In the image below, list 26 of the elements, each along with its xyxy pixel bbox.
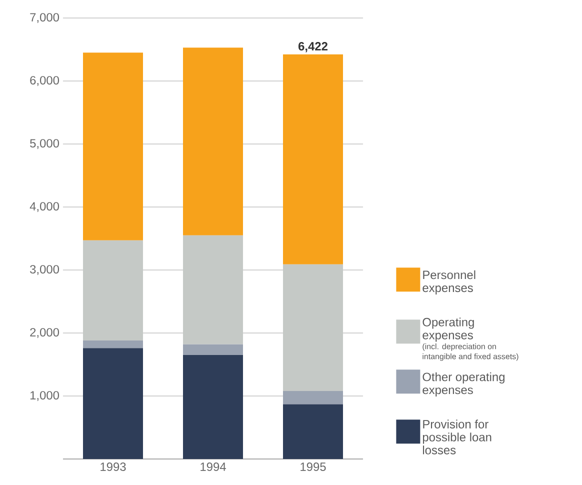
bar bbox=[283, 54, 343, 264]
bar bbox=[183, 344, 243, 356]
y-tick-label: 7,000 bbox=[30, 13, 60, 23]
y-tick-label: 3,000 bbox=[30, 265, 60, 275]
bar bbox=[283, 264, 343, 391]
bar bbox=[83, 340, 143, 348]
y-tick-label: 6,000 bbox=[30, 76, 60, 86]
bar bbox=[183, 235, 243, 344]
legend-label: Other operating expenses bbox=[422, 372, 504, 397]
y-tick-label: 4,000 bbox=[30, 202, 60, 212]
legend-label: Personnel expenses bbox=[422, 270, 476, 294]
y-tick-label: 5,000 bbox=[30, 139, 60, 149]
legend-label: Provision for possible loan losses bbox=[422, 420, 492, 454]
bar bbox=[183, 355, 243, 459]
x-tick-label: 1995 bbox=[300, 462, 326, 471]
x-tick-label: 1993 bbox=[100, 462, 126, 471]
total-label: 6,422 bbox=[298, 42, 328, 52]
y-tick-label: 1,000 bbox=[30, 391, 60, 401]
y-tick-label: 2,000 bbox=[30, 328, 60, 338]
x-tick-label: 1994 bbox=[200, 462, 226, 471]
bar bbox=[183, 48, 243, 236]
bar bbox=[283, 404, 343, 459]
legend-label: Operating expenses bbox=[422, 318, 474, 342]
bar bbox=[83, 52, 143, 240]
bar bbox=[83, 348, 143, 459]
bar bbox=[83, 240, 143, 341]
